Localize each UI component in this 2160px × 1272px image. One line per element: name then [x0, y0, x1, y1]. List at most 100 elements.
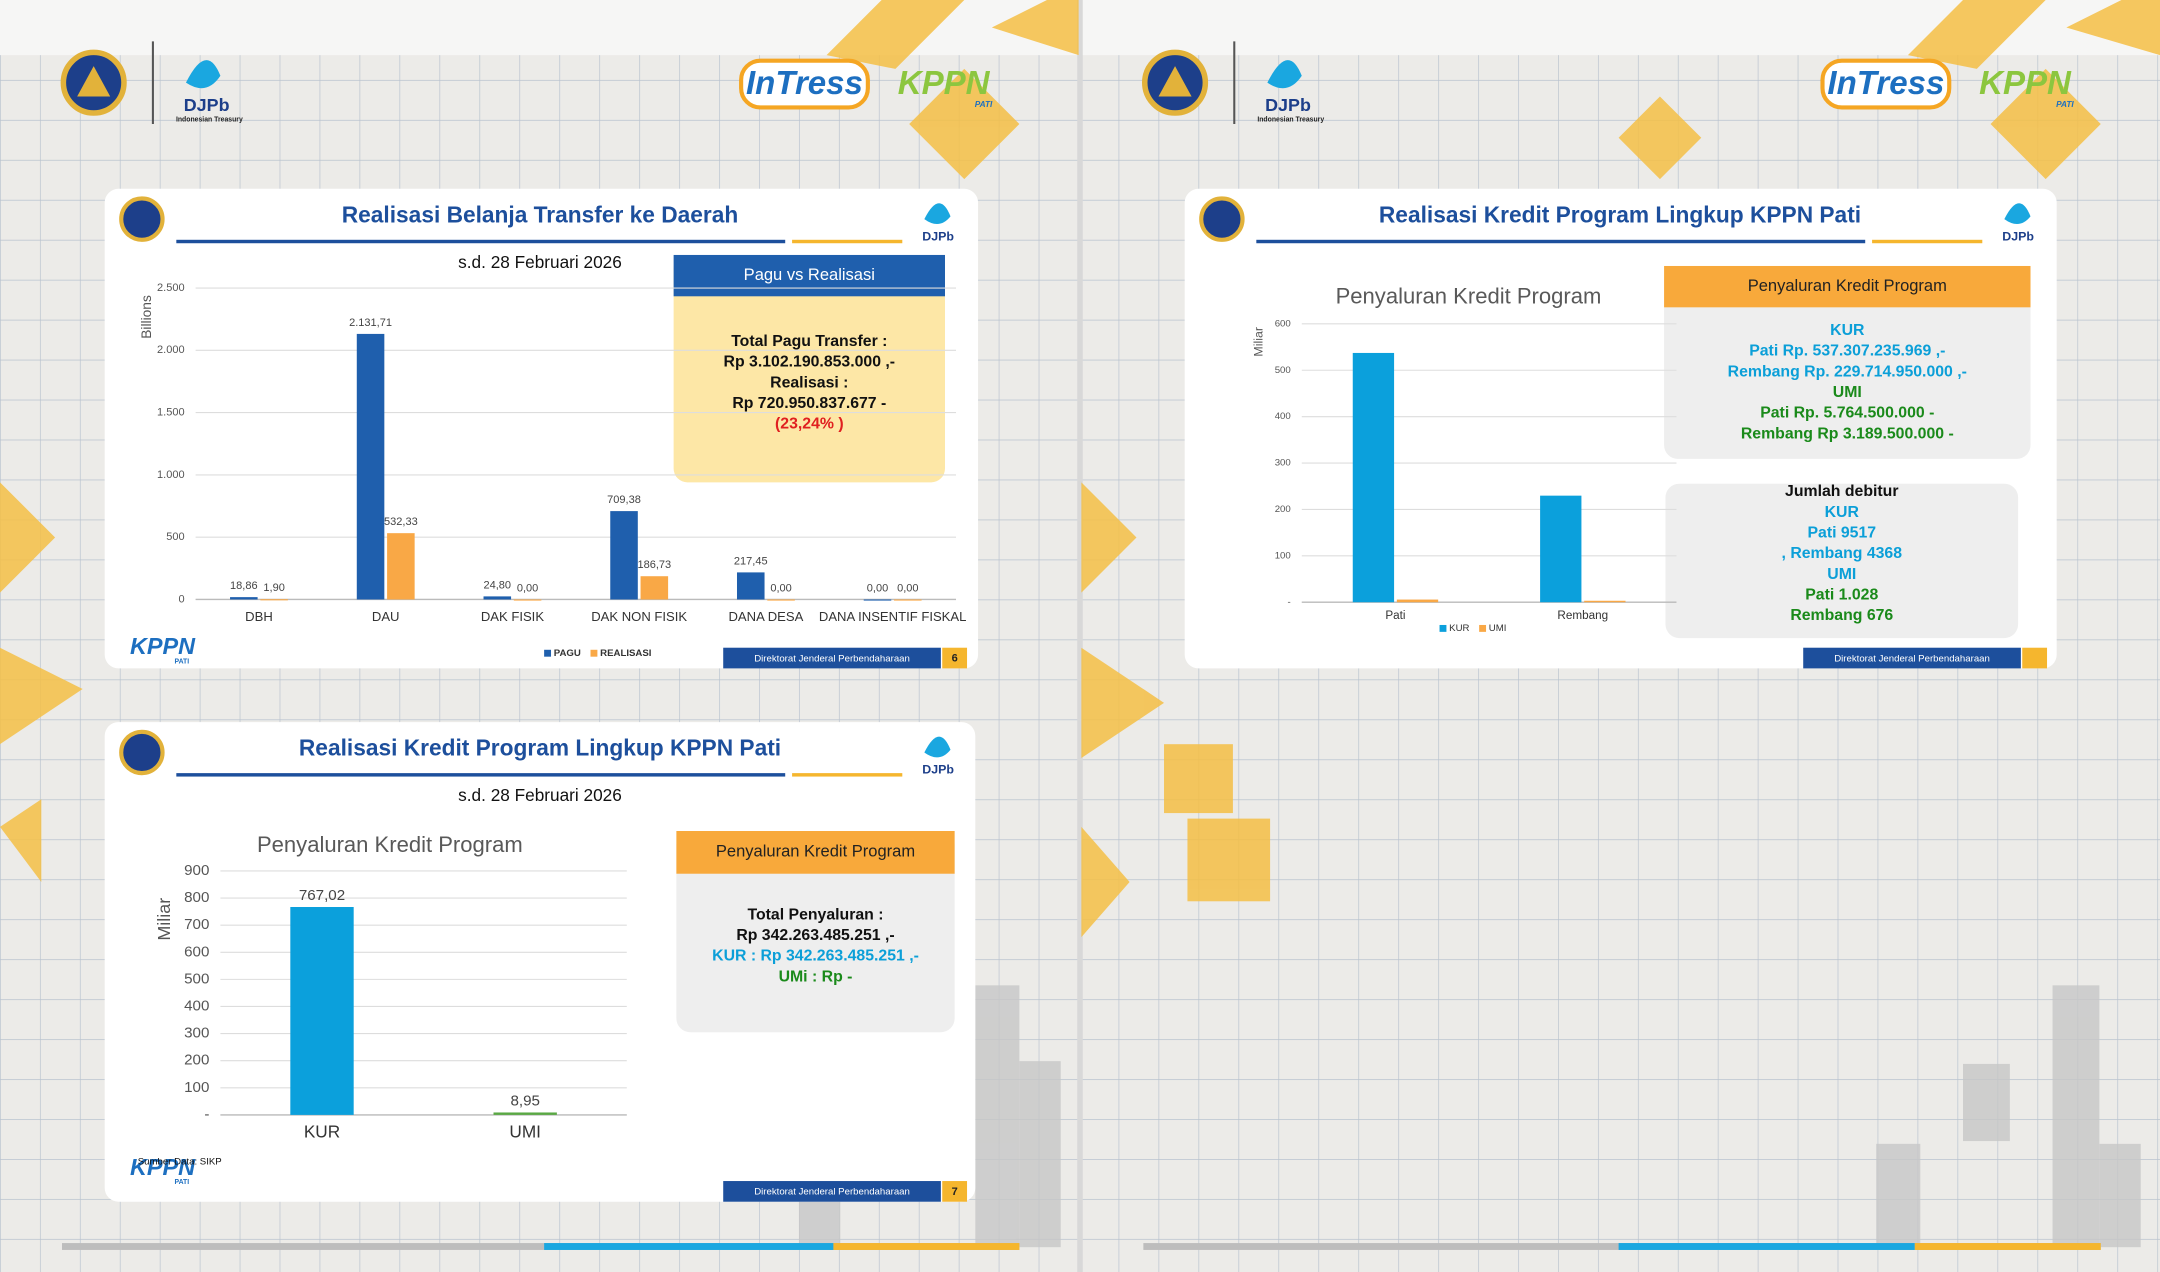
bar [260, 599, 288, 601]
bar [767, 599, 795, 601]
bar [736, 572, 765, 600]
office-name: KPPN [1979, 65, 2072, 102]
card-title: Realisasi Belanja Transfer ke Daerah [342, 201, 738, 227]
y-tick-label: 200 [184, 1052, 209, 1069]
card-subtitle: s.d. 28 Februari 2026 [458, 785, 622, 805]
value-label: 1,90 [263, 582, 284, 594]
panel-line: Realisasi : [770, 374, 848, 391]
value-label: 8,95 [510, 1092, 539, 1109]
x-tick-label: Pati [1385, 609, 1405, 622]
bar [513, 599, 542, 601]
y-tick-label: 100 [1275, 550, 1291, 561]
value-label: 18,86 [230, 580, 258, 592]
panel-line: Rembang Rp. 229.714.950.000 ,- [1728, 363, 1967, 380]
data-source: Sumber Data: SIKP [138, 1156, 222, 1167]
kppn-logo: KPPN [130, 1154, 196, 1180]
y-tick-label: 200 [1275, 504, 1291, 515]
legend-swatch [1439, 624, 1447, 632]
title-underline-accent [792, 239, 903, 244]
x-tick-label: Rembang [1557, 609, 1608, 622]
card-logo-text: DJPb [922, 229, 954, 243]
bar [290, 907, 354, 1115]
office-name: KPPN [898, 65, 991, 102]
djpb-swoosh [185, 60, 221, 89]
value-label: 186,73 [637, 559, 671, 571]
panel-line: Total Penyaluran : [748, 906, 884, 923]
emblem-wings [1158, 66, 1192, 97]
x-tick-label: DANA DESA [728, 609, 803, 624]
bar [863, 599, 892, 601]
title-underline-accent [1872, 239, 1983, 244]
value-label: 0,00 [517, 582, 538, 594]
legend-label: PAGU [554, 648, 581, 659]
card-subtitle: s.d. 28 Februari 2026 [458, 252, 622, 272]
card-emblem [119, 196, 165, 242]
bar [387, 533, 415, 600]
card-logo-text: DJPb [922, 763, 954, 777]
panel-line: Rembang 676 [1790, 607, 1893, 624]
panel-line: KUR : Rp 342.263.485.251 ,- [712, 948, 919, 965]
y-tick-label: 1.500 [157, 407, 185, 419]
value-label: 2.131,71 [349, 317, 392, 329]
panel-line: Total Pagu Transfer : [731, 333, 887, 350]
chart-title: Penyaluran Kredit Program [257, 832, 523, 857]
logo-subtext: Indonesian Treasury [176, 117, 243, 124]
value-label: 0,00 [867, 582, 888, 594]
y-tick-label: - [1288, 597, 1291, 608]
x-tick-label: KUR [304, 1121, 340, 1141]
footer-bar [1803, 647, 2021, 669]
legend-label: REALISASI [600, 648, 652, 659]
legend-label: KUR [1449, 623, 1469, 634]
panel-body [1665, 483, 2019, 639]
panel-line: Rp 3.102.190.853.000 ,- [724, 354, 896, 371]
panel-line: Pati Rp. 537.307.235.969 ,- [1749, 343, 1945, 360]
legend-swatch [1479, 624, 1487, 632]
value-label: 0,00 [897, 582, 918, 594]
card-logo-text: DJPb [2002, 229, 2034, 243]
page-number: 7 [952, 1186, 958, 1198]
bar [493, 1112, 557, 1115]
panel-heading-box [676, 831, 955, 874]
logo-text: DJPb [184, 95, 230, 115]
x-tick-label: DBH [245, 609, 273, 624]
panel-body [1664, 265, 2031, 459]
y-tick-label: 800 [184, 889, 209, 906]
footer-bar [723, 1181, 941, 1202]
kppn-logo-sub: PATI [175, 1179, 190, 1186]
y-tick-label: 0 [178, 593, 184, 605]
title-underline [176, 239, 786, 244]
legend-swatch [590, 649, 598, 657]
y-tick-label: 600 [1275, 318, 1291, 329]
panel-body [673, 254, 945, 483]
page-box [2022, 647, 2048, 669]
emblem-wings [77, 66, 111, 97]
x-tick-label: DANA INSENTIF FISKAL [819, 609, 967, 624]
x-tick-label: UMI [509, 1121, 541, 1141]
y-tick-label: 1.000 [157, 469, 185, 481]
bar [483, 596, 512, 600]
y-tick-label: 100 [184, 1079, 209, 1096]
y-tick-label: 2.500 [157, 282, 185, 294]
panel-body [676, 831, 955, 1033]
chart-title: Penyaluran Kredit Program [1336, 283, 1602, 308]
y-tick-label: 500 [184, 970, 209, 987]
card-title: Realisasi Kredit Program Lingkup KPPN Pa… [299, 735, 781, 761]
kppn-logo-sub: PATI [175, 658, 190, 665]
card-djpb-swoosh [924, 203, 951, 225]
value-label: 217,45 [734, 555, 768, 567]
x-tick-label: DAK NON FISIK [591, 609, 687, 624]
footer-text: Direktorat Jenderal Perbendaharaan [1834, 653, 1990, 664]
djpb-swoosh [1267, 60, 1302, 89]
bar [1352, 352, 1395, 603]
panel-heading: Penyaluran Kredit Program [716, 842, 915, 861]
panel-line: Pati 1.028 [1805, 587, 1878, 604]
bar [640, 576, 669, 600]
logo-text: DJPb [1265, 95, 1311, 115]
panel-line: Rp 720.950.837.677 - [732, 395, 886, 412]
bar [1396, 599, 1439, 603]
y-tick-label: 400 [1275, 411, 1291, 422]
x-tick-label: DAU [372, 609, 400, 624]
legend-swatch [544, 649, 552, 657]
value-label: 532,33 [384, 516, 418, 528]
